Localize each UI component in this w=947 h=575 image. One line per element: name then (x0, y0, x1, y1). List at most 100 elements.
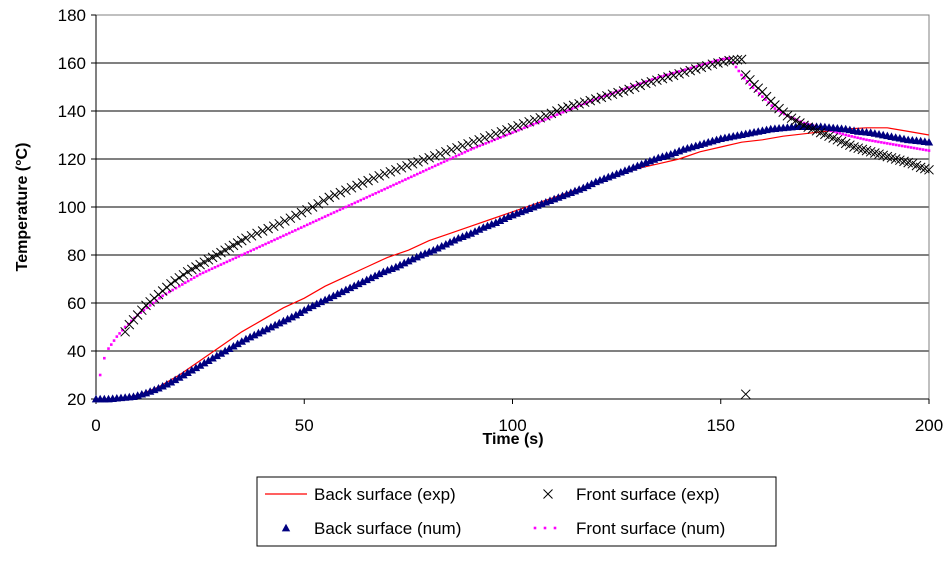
data-point (442, 160, 446, 164)
data-point (180, 283, 184, 286)
data-point (329, 190, 340, 200)
y-axis-title: Temperature (°C) (14, 143, 31, 272)
data-point (300, 306, 309, 314)
data-point (258, 245, 261, 249)
data-point (418, 171, 422, 175)
data-point (549, 115, 553, 119)
data-point (312, 299, 321, 308)
data-point (389, 185, 392, 188)
cross-stroke (170, 275, 180, 286)
data-point (639, 82, 642, 85)
data-point (590, 94, 601, 104)
data-point (252, 228, 262, 239)
cross-stroke (546, 108, 557, 119)
data-point (877, 140, 880, 144)
cross-stroke (811, 125, 822, 136)
data-point (844, 133, 847, 137)
cross-stroke (790, 115, 801, 126)
data-point (736, 54, 747, 65)
data-point (689, 66, 693, 70)
data-point (868, 139, 871, 142)
y-tick-label: 140 (58, 102, 86, 121)
cross-stroke (485, 130, 496, 141)
data-point (379, 168, 390, 179)
data-point (391, 164, 401, 175)
cross-stroke (663, 72, 673, 82)
cross-stroke (886, 152, 897, 163)
data-point (329, 212, 333, 216)
data-point (713, 58, 723, 68)
cross-stroke (732, 54, 743, 65)
cross-stroke (329, 190, 340, 200)
data-point (168, 290, 171, 294)
data-point (287, 312, 296, 321)
cross-stroke (396, 162, 407, 173)
data-point (201, 271, 205, 275)
data-point (582, 102, 586, 106)
data-point (496, 137, 499, 140)
data-point (449, 236, 459, 244)
cross-stroke (557, 103, 568, 114)
cross-stroke (903, 157, 914, 168)
data-point (429, 150, 440, 161)
data-point (495, 216, 505, 224)
cross-stroke (363, 175, 373, 186)
data-point (761, 95, 764, 98)
data-point (832, 130, 836, 133)
data-point (748, 83, 752, 86)
data-point (874, 140, 877, 143)
data-point (574, 98, 584, 109)
cross-stroke (379, 168, 390, 179)
data-point (279, 316, 288, 325)
series-cross (120, 54, 934, 400)
data-point (344, 205, 348, 209)
data-point (696, 62, 707, 73)
data-point (233, 339, 242, 348)
data-point (283, 314, 292, 323)
cross-stroke (713, 58, 723, 68)
cross-stroke (490, 128, 501, 139)
cross-stroke (457, 140, 468, 151)
data-point (507, 122, 518, 133)
cross-stroke (352, 180, 362, 191)
cross-stroke (374, 170, 385, 181)
data-point (213, 266, 217, 269)
data-point (690, 64, 701, 74)
data-point (685, 65, 696, 76)
data-point (508, 132, 511, 136)
data-point (285, 233, 288, 236)
cross-stroke (702, 60, 712, 71)
cross-stroke (618, 86, 629, 96)
data-point (779, 110, 783, 114)
data-point (270, 239, 273, 243)
cross-stroke (894, 155, 905, 166)
data-point (305, 223, 309, 227)
cross-stroke (402, 160, 412, 171)
data-point (313, 198, 323, 209)
cross-stroke (413, 156, 423, 167)
data-point (320, 216, 324, 220)
data-point (441, 240, 451, 248)
cross-stroke (335, 187, 346, 198)
cross-stroke (740, 389, 751, 400)
cross-stroke (166, 278, 176, 289)
data-point (162, 380, 172, 388)
data-point (413, 156, 423, 167)
data-point (362, 197, 366, 201)
cross-stroke (815, 127, 826, 138)
data-point (532, 122, 535, 126)
data-point (668, 72, 672, 76)
cross-stroke (174, 272, 185, 283)
cross-stroke (474, 134, 485, 145)
data-point (505, 133, 508, 137)
data-point (241, 334, 251, 343)
data-point (252, 248, 255, 251)
data-point (198, 272, 202, 276)
data-point (657, 73, 668, 84)
data-point (325, 293, 334, 302)
data-point (677, 70, 681, 73)
data-point (652, 75, 662, 86)
data-point (452, 142, 462, 153)
cross-stroke (518, 118, 529, 129)
cross-stroke (736, 54, 747, 65)
